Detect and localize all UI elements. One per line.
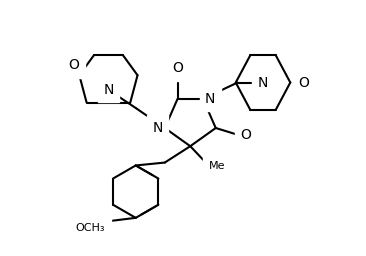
Text: O: O — [240, 128, 251, 142]
Text: OCH₃: OCH₃ — [75, 223, 105, 233]
Text: N: N — [152, 121, 163, 135]
Text: O: O — [298, 76, 309, 90]
Text: O: O — [68, 58, 79, 72]
Text: O: O — [172, 61, 183, 75]
Text: N: N — [205, 92, 216, 106]
Text: N: N — [103, 83, 113, 97]
Text: N: N — [258, 76, 268, 90]
Text: Me: Me — [209, 161, 225, 171]
